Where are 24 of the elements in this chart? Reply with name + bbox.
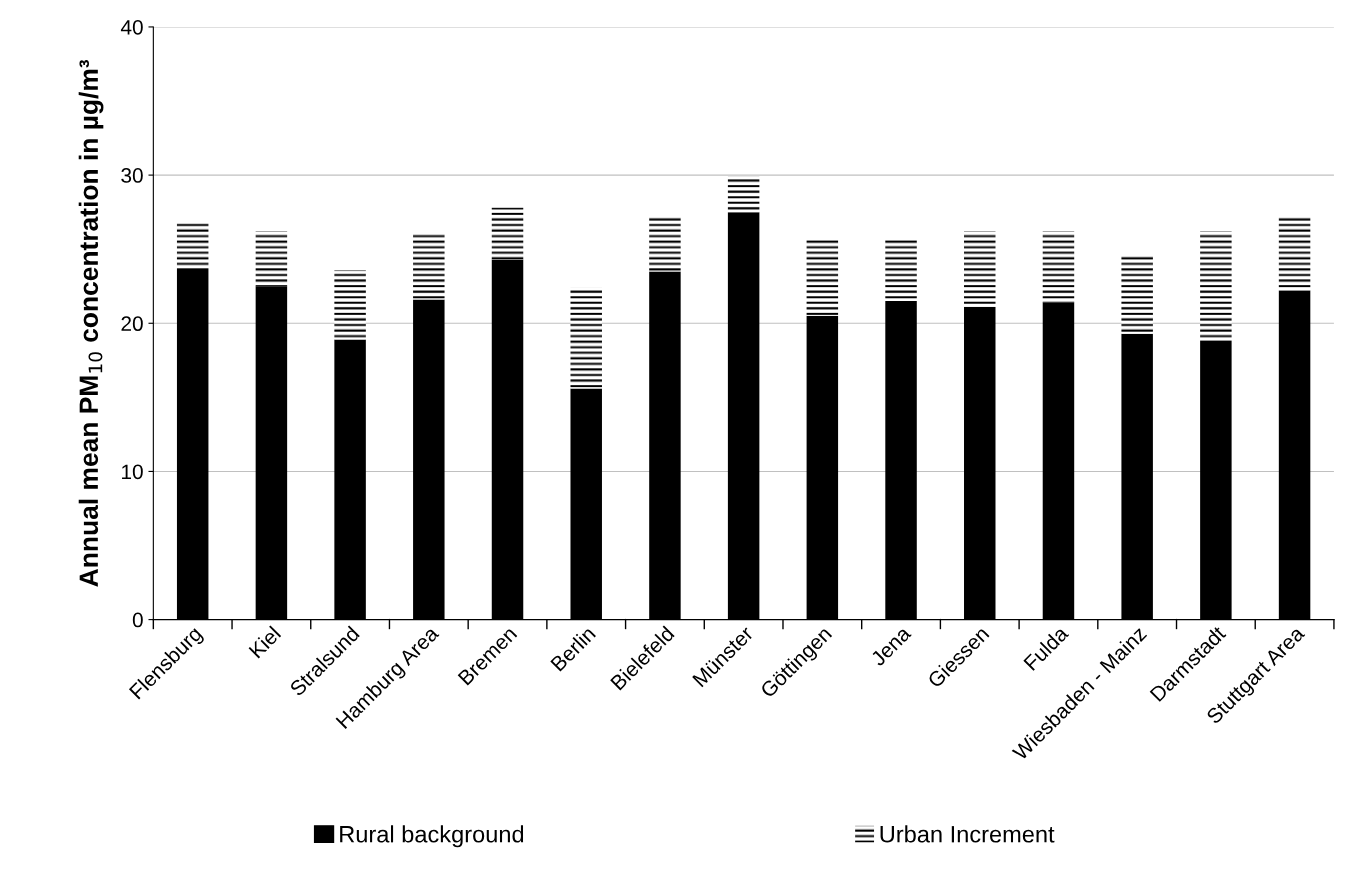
y-tick-label: 30 [121, 168, 143, 183]
bar [727, 176, 760, 213]
y-tick-label: 0 [132, 612, 143, 628]
bar [964, 231, 996, 307]
y-tick-label: 10 [122, 464, 143, 480]
bar [570, 287, 602, 389]
bar [491, 207, 524, 260]
bar [1121, 255, 1153, 334]
bar [885, 238, 917, 302]
x-tick-label: Kiel [248, 625, 282, 659]
bar [1278, 215, 1311, 291]
bar [1042, 231, 1075, 303]
legend-label: Urban Increment [880, 825, 1055, 843]
bar [413, 232, 445, 300]
legend-label: Rural background [340, 825, 524, 848]
bar [255, 231, 288, 287]
bar [649, 216, 681, 272]
y-axis-title: Annual mean PM$_{10}$ concentration in µg/m³ [78, 59, 104, 587]
bar [334, 269, 366, 340]
bar [806, 238, 839, 316]
y-tick-label: 40 [120, 19, 143, 35]
bar [176, 222, 209, 270]
y-tick-label: 20 [121, 316, 143, 332]
bar [1200, 231, 1232, 342]
